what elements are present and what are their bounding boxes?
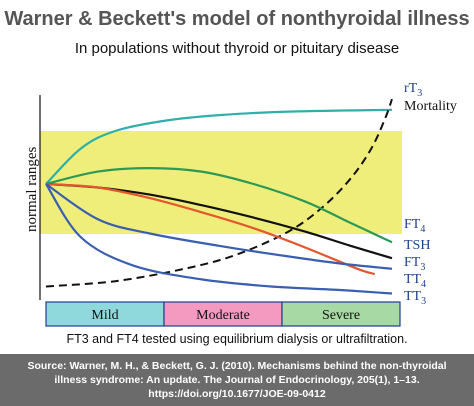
series-label-rt3: rT3 bbox=[404, 81, 422, 99]
severity-band-mild bbox=[45, 301, 165, 327]
series-lines bbox=[45, 98, 393, 295]
series-line-ft3 bbox=[45, 182, 376, 276]
series-label-ft4: FT4 bbox=[404, 217, 425, 235]
source-line-3: https://doi.org/10.1677/JOE-09-0412 bbox=[148, 388, 326, 400]
series-label-tsh: TSH bbox=[404, 238, 430, 253]
series-line-tt3 bbox=[45, 183, 393, 295]
source-line-2: illness syndrome: An update. The Journal… bbox=[54, 374, 420, 386]
severity-label-mild: Mild bbox=[91, 308, 118, 323]
source-line-1: Source: Warner, M. H., & Beckett, G. J. … bbox=[27, 360, 447, 372]
severity-bands: Mild Moderate Severe bbox=[45, 301, 401, 327]
series-line-tt4 bbox=[45, 183, 393, 270]
y-axis-label: normal ranges bbox=[24, 146, 40, 232]
severity-label-moderate: Moderate bbox=[196, 308, 250, 323]
severity-label-severe: Severe bbox=[322, 308, 360, 323]
series-line-ft4 bbox=[45, 166, 393, 244]
series-label-tt4: TT4 bbox=[404, 272, 426, 290]
series-line-rt3 bbox=[45, 108, 393, 185]
series-label-mortality: Mortality bbox=[404, 99, 457, 114]
severity-band-severe bbox=[281, 301, 401, 327]
footnote: FT3 and FT4 tested using equilibrium dia… bbox=[66, 332, 408, 346]
series-label-ft3: FT3 bbox=[404, 255, 425, 273]
series-label-tt3: TT3 bbox=[404, 289, 426, 307]
source-banner: Source: Warner, M. H., & Beckett, G. J. … bbox=[0, 354, 474, 406]
chart-title: Warner & Beckett's model of nonthyroidal… bbox=[4, 8, 470, 30]
series-line-mortality bbox=[45, 98, 393, 288]
chart-subtitle: In populations without thyroid or pituit… bbox=[74, 40, 400, 57]
severity-band-moderate bbox=[163, 301, 283, 327]
